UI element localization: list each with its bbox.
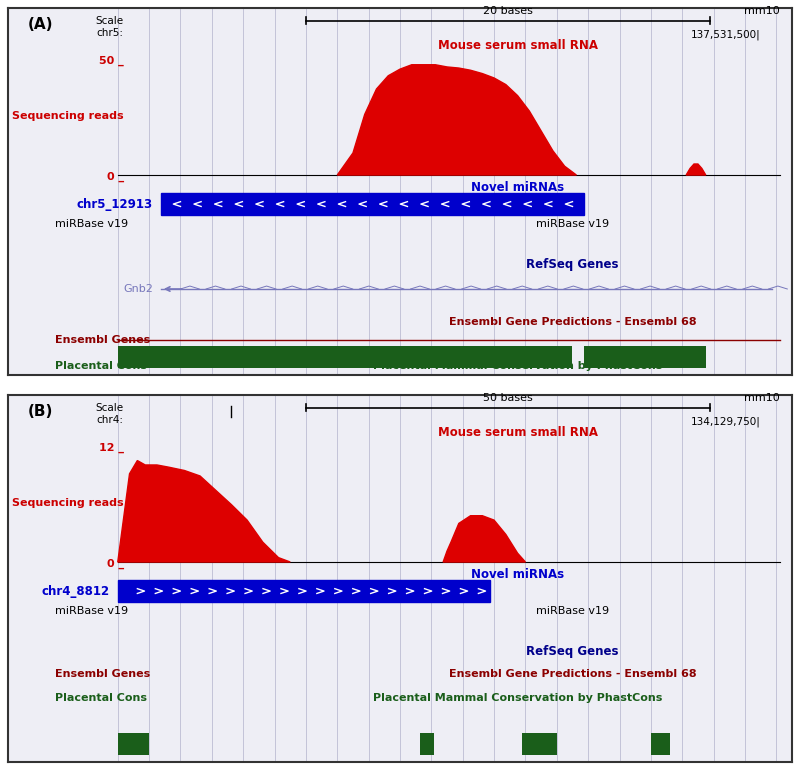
Text: Placental Mammal Conservation by PhastCons: Placental Mammal Conservation by PhastCo… — [373, 693, 662, 703]
Text: RefSeq Genes: RefSeq Genes — [526, 258, 618, 271]
Polygon shape — [118, 461, 290, 562]
Text: Ensembl Genes: Ensembl Genes — [55, 335, 150, 345]
Text: Placental Cons: Placental Cons — [55, 361, 147, 371]
Text: mm10: mm10 — [745, 6, 780, 15]
Text: 12 _: 12 _ — [99, 443, 124, 453]
Text: chr5_12913: chr5_12913 — [77, 197, 153, 211]
Text: 20 bases: 20 bases — [483, 6, 533, 15]
Text: Placental Cons: Placental Cons — [55, 693, 147, 703]
Bar — [118, 346, 165, 368]
Polygon shape — [686, 164, 706, 175]
Text: miRBase v19: miRBase v19 — [536, 219, 609, 229]
Text: Sequencing reads: Sequencing reads — [12, 111, 123, 122]
Text: miRBase v19: miRBase v19 — [55, 606, 128, 616]
Text: 50 _: 50 _ — [99, 56, 124, 66]
Text: chr4:: chr4: — [97, 415, 123, 425]
Bar — [161, 193, 584, 215]
Text: (A): (A) — [27, 17, 53, 32]
Bar — [118, 580, 490, 602]
Text: Placental Mammal Conservation by PhastCons: Placental Mammal Conservation by PhastCo… — [373, 361, 662, 371]
Bar — [118, 733, 149, 755]
Bar — [522, 733, 557, 755]
Text: Scale: Scale — [96, 15, 124, 26]
Text: chr5:: chr5: — [97, 28, 123, 38]
Text: Gnb2: Gnb2 — [123, 284, 153, 294]
Text: miRBase v19: miRBase v19 — [55, 219, 128, 229]
Text: 134,129,750|: 134,129,750| — [690, 416, 761, 426]
Text: Novel miRNAs: Novel miRNAs — [471, 180, 564, 194]
Text: (B): (B) — [27, 404, 53, 419]
Text: RefSeq Genes: RefSeq Genes — [526, 645, 618, 658]
Bar — [651, 733, 670, 755]
Bar — [161, 346, 573, 368]
Text: 0 _: 0 _ — [107, 559, 124, 570]
Text: Ensembl Gene Predictions - Ensembl 68: Ensembl Gene Predictions - Ensembl 68 — [449, 669, 696, 679]
Text: Mouse serum small RNA: Mouse serum small RNA — [438, 39, 598, 52]
Text: Ensembl Gene Predictions - Ensembl 68: Ensembl Gene Predictions - Ensembl 68 — [449, 317, 696, 327]
Text: 0 _: 0 _ — [107, 172, 124, 183]
Polygon shape — [338, 65, 576, 175]
Text: miRBase v19: miRBase v19 — [536, 606, 609, 616]
Text: Mouse serum small RNA: Mouse serum small RNA — [438, 426, 598, 439]
Text: mm10: mm10 — [745, 393, 780, 402]
Polygon shape — [443, 515, 526, 562]
Bar — [420, 733, 434, 755]
Text: 50 bases: 50 bases — [483, 393, 533, 402]
Text: Sequencing reads: Sequencing reads — [12, 498, 123, 509]
Text: Ensembl Genes: Ensembl Genes — [55, 669, 150, 679]
Text: chr4_8812: chr4_8812 — [42, 584, 110, 598]
Text: 137,531,500|: 137,531,500| — [691, 29, 761, 39]
Text: Scale: Scale — [96, 402, 124, 413]
Text: Novel miRNAs: Novel miRNAs — [471, 567, 564, 580]
Bar — [584, 346, 706, 368]
